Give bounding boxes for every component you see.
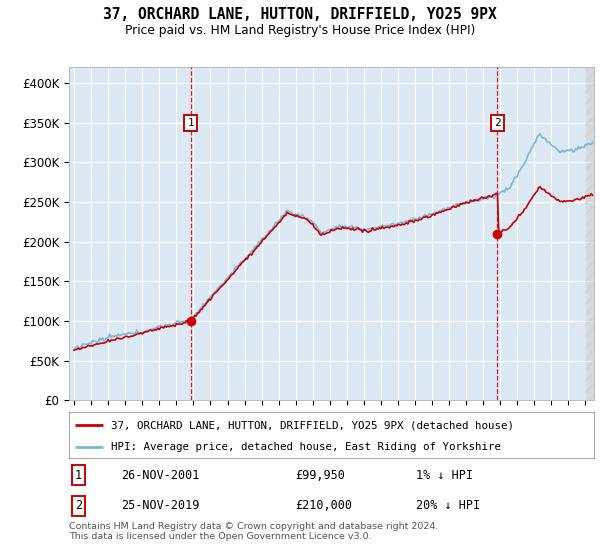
Text: 2: 2 bbox=[494, 118, 501, 128]
Text: 2: 2 bbox=[75, 500, 82, 512]
Text: 1: 1 bbox=[187, 118, 194, 128]
Text: 37, ORCHARD LANE, HUTTON, DRIFFIELD, YO25 9PX: 37, ORCHARD LANE, HUTTON, DRIFFIELD, YO2… bbox=[103, 7, 497, 22]
Text: 20% ↓ HPI: 20% ↓ HPI bbox=[415, 500, 479, 512]
Text: Price paid vs. HM Land Registry's House Price Index (HPI): Price paid vs. HM Land Registry's House … bbox=[125, 24, 475, 36]
Text: 37, ORCHARD LANE, HUTTON, DRIFFIELD, YO25 9PX (detached house): 37, ORCHARD LANE, HUTTON, DRIFFIELD, YO2… bbox=[111, 420, 514, 430]
Text: Contains HM Land Registry data © Crown copyright and database right 2024.
This d: Contains HM Land Registry data © Crown c… bbox=[69, 522, 439, 542]
Text: 26-NOV-2001: 26-NOV-2001 bbox=[121, 469, 200, 482]
Text: 1% ↓ HPI: 1% ↓ HPI bbox=[415, 469, 473, 482]
Text: £210,000: £210,000 bbox=[295, 500, 352, 512]
Text: 25-NOV-2019: 25-NOV-2019 bbox=[121, 500, 200, 512]
Bar bbox=[586, 67, 594, 400]
Text: HPI: Average price, detached house, East Riding of Yorkshire: HPI: Average price, detached house, East… bbox=[111, 442, 501, 451]
Text: 1: 1 bbox=[75, 469, 82, 482]
Text: £99,950: £99,950 bbox=[295, 469, 344, 482]
